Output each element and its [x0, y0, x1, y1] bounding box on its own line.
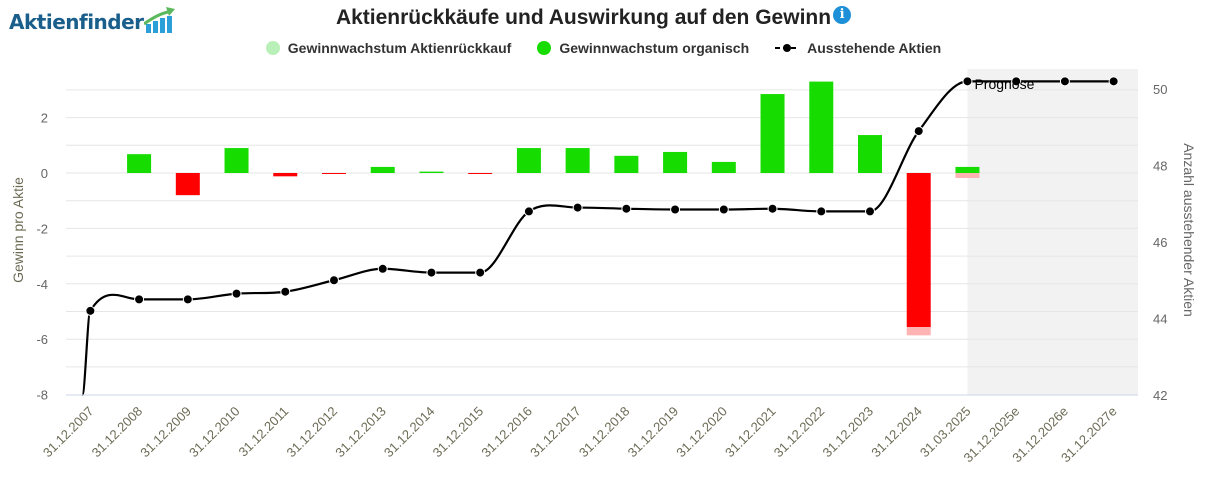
bar-organic	[516, 148, 541, 173]
shares-point	[913, 126, 924, 137]
legend-item-buyback[interactable]: Gewinnwachstum Aktienrückkauf	[265, 40, 512, 56]
chart-title-text: Aktienrückkäufe und Auswirkung auf den G…	[335, 6, 832, 29]
shares-point	[329, 275, 339, 286]
legend-item-shares[interactable]: Ausstehende Aktien	[775, 40, 941, 56]
shares-point	[134, 294, 145, 305]
x-tick-label: 31.12.2019	[625, 404, 682, 461]
legend-item-organic[interactable]: Gewinnwachstum organisch	[537, 40, 749, 56]
y-right-tick: 42	[1153, 388, 1167, 403]
logo: Aktienfinder	[9, 6, 176, 34]
x-tick-label: 31.12.2008	[89, 404, 146, 461]
bar-organic	[663, 151, 688, 173]
x-tick-label: 31.12.2020	[673, 404, 730, 461]
shares-point	[377, 263, 388, 274]
logo-chart-icon	[143, 7, 175, 33]
bar-organic	[322, 173, 346, 174]
shares-point	[572, 202, 583, 213]
shares-point	[718, 204, 729, 215]
legend-line-dot-icon	[775, 44, 800, 52]
x-tick-label: 31.12.2022	[771, 404, 828, 461]
shares-point	[816, 206, 827, 217]
y-left-label: Gewinn pro Aktie	[10, 177, 26, 283]
x-tick-label: 31.12.2024	[868, 404, 925, 461]
y-right-tick: 48	[1153, 159, 1167, 174]
y-left-tick: -6	[36, 332, 48, 347]
bar-organic	[273, 173, 298, 177]
x-tick-label: 31.12.2010	[186, 404, 243, 461]
x-tick-label: 31.12.2009	[137, 404, 194, 461]
bar-organic	[224, 148, 249, 173]
y-right-tick: 46	[1153, 235, 1167, 250]
shares-point	[231, 288, 242, 299]
bar-organic	[468, 173, 493, 174]
bar-organic	[614, 155, 639, 173]
shares-line	[81, 80, 1114, 397]
bar-organic	[906, 173, 931, 328]
bar-organic	[760, 94, 785, 173]
shares-point	[767, 203, 778, 214]
legend: Gewinnwachstum Aktienrückkauf Gewinnwach…	[0, 40, 1207, 56]
shares-point	[1108, 76, 1119, 87]
bar-organic	[175, 173, 200, 196]
chart-title: Aktienrückkäufe und Auswirkung auf den G…	[0, 6, 1187, 30]
shares-point	[426, 267, 437, 278]
bar-buyback	[955, 173, 980, 178]
x-tick-label: 31.12.2012	[283, 404, 340, 461]
y-right-label: Anzahl ausstehender Aktien	[1181, 143, 1197, 317]
x-tick-label: 31.12.2011	[235, 404, 291, 460]
bar-organic	[809, 81, 834, 173]
bar-organic	[419, 171, 444, 173]
shares-point	[621, 203, 632, 214]
legend-label: Gewinnwachstum Aktienrückkauf	[287, 40, 512, 56]
bar-organic	[127, 154, 152, 173]
y-left-tick: 2	[41, 111, 48, 126]
forecast-region	[967, 69, 1138, 395]
x-tick-label: 31.12.2013	[332, 404, 389, 461]
bar-organic	[858, 135, 882, 173]
legend-label: Ausstehende Aktien	[807, 40, 942, 56]
legend-label: Gewinnwachstum organisch	[559, 40, 750, 56]
bar-organic	[711, 161, 736, 173]
x-tick-label: 31.12.2021	[722, 404, 779, 461]
x-tick-label: 31.12.2018	[576, 404, 633, 461]
shares-point	[475, 267, 486, 278]
shares-point	[1011, 76, 1022, 87]
bar-organic	[955, 166, 980, 173]
x-tick-label: 31.12.2016	[478, 404, 535, 461]
info-icon[interactable]: i	[833, 6, 852, 24]
shares-point	[85, 305, 96, 316]
shares-point	[962, 76, 973, 87]
bar-organic	[565, 148, 590, 173]
x-tick-label: 31.12.2017	[527, 404, 584, 461]
y-right-tick: 50	[1153, 82, 1167, 97]
logo-text: Aktienfinder	[9, 10, 144, 34]
shares-point	[182, 294, 193, 305]
y-right-tick: 44	[1153, 312, 1167, 327]
shares-point	[670, 204, 681, 215]
bar-organic	[370, 166, 395, 173]
legend-dot-icon	[537, 41, 552, 55]
x-tick-label: 31.12.2014	[381, 404, 438, 461]
shares-point	[280, 286, 291, 297]
x-tick-label: 31.12.2023	[819, 404, 876, 461]
shares-point	[523, 206, 534, 217]
x-tick-label: 31.12.2007	[40, 404, 97, 461]
forecast-label: Prognose	[974, 76, 1034, 92]
y-left-tick: -8	[36, 388, 48, 403]
y-left-tick: -2	[36, 221, 48, 236]
shares-point	[1059, 76, 1070, 87]
x-tick-label: 31.12.2015	[430, 404, 487, 461]
y-left-tick: -4	[36, 277, 48, 292]
bar-buyback	[906, 327, 931, 336]
y-left-tick: 0	[41, 166, 48, 181]
legend-dot-icon	[265, 41, 280, 55]
shares-point	[865, 206, 875, 217]
